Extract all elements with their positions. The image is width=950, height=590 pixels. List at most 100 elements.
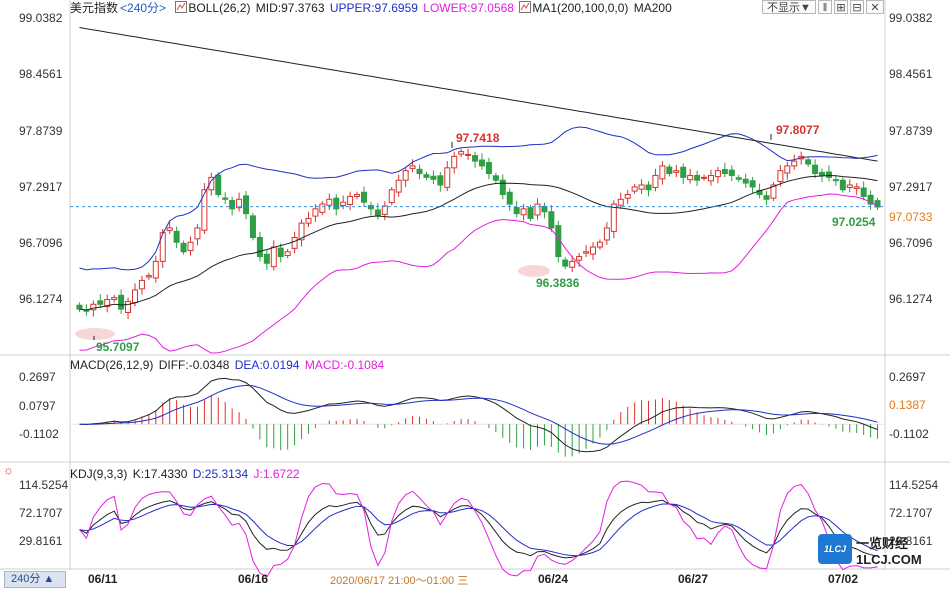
tool-button-2[interactable]: ⊞: [834, 0, 848, 14]
candle-body: [562, 259, 569, 267]
candle-body: [624, 194, 631, 199]
candle-body: [478, 159, 485, 167]
candle-body: [111, 297, 118, 301]
candle-body: [825, 171, 832, 178]
candle-body: [812, 164, 819, 175]
price-tick-left-4: 97.2917: [19, 180, 63, 194]
candle-body: [735, 177, 742, 180]
period-label: <240分>: [120, 1, 167, 15]
candle-body: [576, 256, 583, 261]
candle-body: [465, 153, 472, 156]
candle-body: [701, 176, 708, 179]
candle-body: [492, 175, 499, 181]
candle-body: [853, 186, 860, 189]
boll-icon[interactable]: [175, 1, 188, 13]
candle-body: [742, 178, 749, 184]
settings-icon[interactable]: ☼: [3, 463, 14, 477]
candle-body: [499, 179, 506, 196]
kdj-d-line: [79, 503, 878, 557]
macd-tick-3: -0.1102: [889, 427, 929, 441]
candle-body: [832, 179, 839, 182]
ma-label: MA1(200,100,0,0): [532, 1, 629, 15]
price-tick-left-6: 96.1274: [19, 292, 63, 306]
kdj-label: KDJ(9,3,3): [70, 467, 128, 481]
candle-body: [860, 187, 867, 197]
date-tick-4: 06/27: [678, 572, 709, 586]
candle-body: [215, 174, 222, 196]
kdj-tick-left-3: 29.8161: [19, 534, 63, 548]
diff-value: DIFF:-0.0348: [158, 358, 230, 372]
lower-value: LOWER:97.0568: [423, 1, 514, 15]
macd-tick-2: 0.1387: [889, 398, 926, 412]
boll-label: BOLL(26,2): [188, 1, 251, 15]
candle-body: [194, 227, 201, 240]
logo-mark-icon: 1LCJ: [818, 534, 852, 564]
candle-body: [236, 198, 243, 209]
candle-body: [263, 253, 270, 264]
candle-body: [583, 251, 590, 254]
price-tick-left-3: 97.8739: [19, 124, 63, 138]
candle-body: [97, 300, 104, 305]
crosshair-date: 2020/06/17 21:00～01:00 三: [330, 575, 469, 587]
candle-body: [416, 168, 423, 175]
candle-body: [423, 174, 430, 178]
candle-body: [277, 247, 284, 258]
candle-body: [590, 246, 597, 255]
macd-tick-left-3: -0.1102: [19, 427, 59, 441]
candle-body: [298, 222, 305, 241]
kdj-tick-1: 114.5254: [889, 478, 939, 492]
candle-body: [603, 227, 610, 241]
price-tick-5: 96.7096: [889, 236, 933, 250]
price-tick-1: 99.0382: [889, 11, 933, 25]
ma-icon[interactable]: [519, 1, 532, 13]
candle-body: [721, 169, 728, 175]
candle-body: [118, 294, 125, 310]
candle-body: [791, 160, 798, 167]
tool-button-3[interactable]: ⊟: [850, 0, 864, 14]
period-selector[interactable]: 240分 ▲: [4, 571, 66, 588]
candle-body: [333, 197, 340, 210]
d-value: D:25.3134: [192, 467, 249, 481]
candle-body: [770, 184, 777, 199]
k-value: K:17.4330: [132, 467, 188, 481]
candle-body: [180, 242, 187, 253]
candle-body: [756, 189, 763, 196]
candle-body: [409, 165, 416, 169]
candle-body: [819, 171, 826, 176]
kdj-tick-left-1: 114.5254: [19, 478, 69, 492]
candle-body: [430, 175, 437, 180]
candle-body: [472, 155, 479, 162]
current-price-label: 97.0733: [889, 210, 933, 224]
last-low-label: 97.0254: [832, 215, 876, 229]
kdj-header: KDJ(9,3,3) K:17.4330 D:25.3134 J:1.6722: [70, 467, 302, 481]
candle-body: [444, 167, 451, 188]
watermark-logo: 1LCJ 一览财经 1LCJ.COM: [818, 530, 950, 570]
date-tick-1: 06/11: [88, 572, 118, 586]
candle-body: [374, 209, 381, 217]
candle-body: [208, 176, 215, 191]
candle-body: [666, 166, 673, 175]
candle-body: [284, 251, 291, 256]
candle-body: [326, 198, 333, 206]
candle-body: [360, 191, 367, 203]
macd-header: MACD(26,12,9) DIFF:-0.0348 DEA:0.0194 MA…: [70, 358, 386, 372]
price-tick-left-1: 99.0382: [19, 11, 63, 25]
candle-body: [707, 174, 714, 182]
boll-upper-line: [79, 126, 878, 271]
candle-body: [694, 174, 701, 181]
candle-body: [291, 236, 298, 249]
candle-body: [145, 275, 152, 278]
price-tick-3: 97.8739: [889, 124, 933, 138]
close-button[interactable]: ✕: [866, 0, 884, 14]
candle-body: [152, 260, 159, 279]
dea-value: DEA:0.0194: [234, 358, 300, 372]
candle-body: [680, 166, 687, 178]
candle-body: [506, 191, 513, 205]
candle-body: [402, 170, 409, 181]
kdj-j-line: [79, 480, 878, 578]
indicator-dropdown[interactable]: 不显示▼: [762, 0, 816, 14]
high-label-2: 97.8077: [776, 123, 820, 137]
tool-button-1[interactable]: ‖: [818, 0, 832, 14]
candle-body: [340, 201, 347, 206]
